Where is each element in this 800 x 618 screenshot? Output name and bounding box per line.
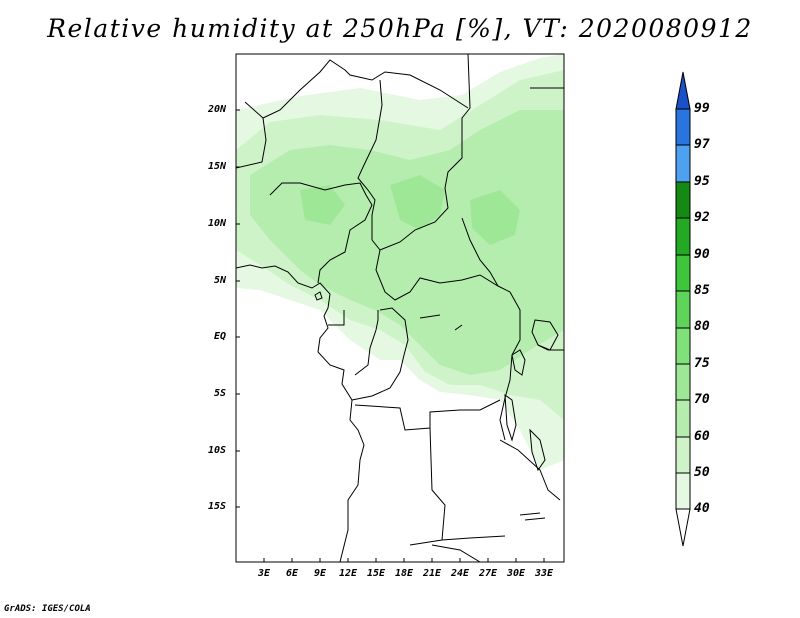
lon-label-24e: 24E — [451, 568, 470, 579]
lon-label-9e: 9E — [314, 568, 327, 579]
colorbar-label-75: 75 — [694, 356, 710, 371]
lakes-islands — [314, 291, 559, 521]
lat-label-20n: 20N — [208, 104, 227, 115]
humidity-field — [236, 54, 564, 470]
lat-label-10s: 10S — [208, 445, 227, 456]
colorbar — [675, 71, 691, 547]
lat-label-5s: 5S — [214, 388, 227, 399]
colorbar-segment-95-97 — [675, 144, 691, 183]
colorbar-segment-40-50 — [675, 472, 691, 510]
lon-label-12e: 12E — [339, 568, 358, 579]
colorbar-segment-80-85 — [675, 290, 691, 329]
lat-label-15s: 15S — [208, 501, 227, 512]
humidity-area-strong — [250, 110, 564, 375]
humidity-area-deep — [300, 175, 520, 245]
lon-label-15e: 15E — [367, 568, 386, 579]
colorbar-label-40: 40 — [694, 501, 710, 516]
colorbar-low-triangle — [675, 508, 691, 547]
lon-label-21e: 21E — [423, 568, 442, 579]
colorbar-segment-90-92 — [675, 217, 691, 256]
lon-label-6e: 6E — [286, 568, 299, 579]
colorbar-segment-85-90 — [675, 254, 691, 292]
lon-label-18e: 18E — [395, 568, 414, 579]
colorbar-label-80: 80 — [694, 319, 710, 334]
colorbar-segment-75-80 — [675, 327, 691, 365]
colorbar-label-95: 95 — [694, 174, 710, 189]
colorbar-segment-70-75 — [675, 363, 691, 401]
lon-label-30e: 30E — [507, 568, 526, 579]
colorbar-high-triangle — [675, 71, 691, 110]
colorbar-segment-50-60 — [675, 436, 691, 474]
colorbar-label-70: 70 — [694, 392, 710, 407]
map-title: Relative humidity at 250hPa [%], VT: 202… — [47, 14, 753, 43]
axis-ticks — [236, 109, 545, 562]
colorbar-label-99: 99 — [694, 101, 710, 116]
lat-label-5n: 5N — [214, 275, 227, 286]
lon-label-27e: 27E — [479, 568, 498, 579]
lat-label-eq: EQ — [214, 331, 227, 342]
colorbar-label-60: 60 — [694, 429, 710, 444]
lon-label-3e: 3E — [258, 568, 271, 579]
colorbar-label-97: 97 — [694, 137, 710, 152]
credit-text: GrADS: IGES/COLA — [4, 604, 91, 614]
lat-label-15n: 15N — [208, 161, 227, 172]
lon-label-33e: 33E — [535, 568, 554, 579]
country-borders — [236, 54, 564, 562]
colorbar-segment-60-70 — [675, 399, 691, 438]
colorbar-segment-97-99 — [675, 108, 691, 146]
colorbar-label-92: 92 — [694, 210, 710, 225]
colorbar-label-50: 50 — [694, 465, 710, 480]
colorbar-segment-92-95 — [675, 181, 691, 219]
colorbar-label-85: 85 — [694, 283, 710, 298]
lat-label-10n: 10N — [208, 218, 227, 229]
colorbar-label-90: 90 — [694, 247, 710, 262]
map-frame — [235, 53, 565, 563]
